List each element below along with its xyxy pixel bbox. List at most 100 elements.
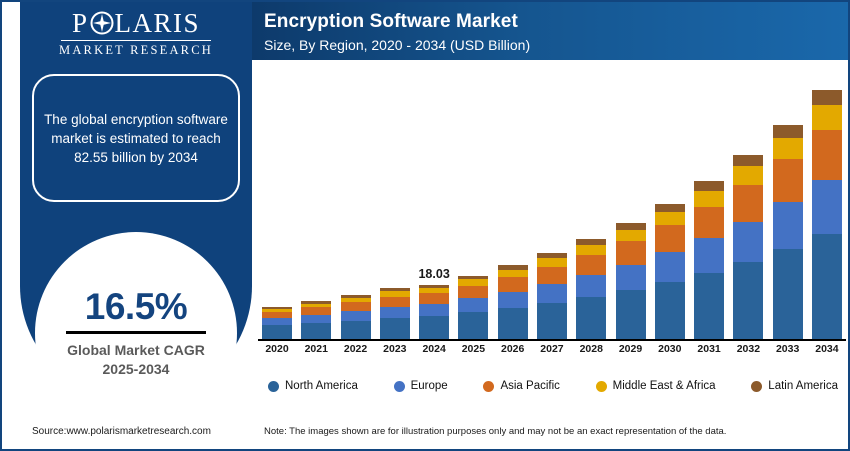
stacked-bar <box>458 275 489 339</box>
bar-column <box>576 82 607 339</box>
legend-color-swatch-icon <box>268 380 279 392</box>
stacked-bar <box>301 301 332 339</box>
stacked-bar <box>340 295 371 339</box>
stacked-bar <box>654 203 685 339</box>
bar-segment <box>733 166 764 185</box>
bar-segment <box>615 229 646 242</box>
bar-column <box>694 82 725 339</box>
bar-segment <box>654 225 685 253</box>
bar-segment <box>694 206 725 239</box>
bar-segment <box>458 298 489 313</box>
logo-tagline: MARKET RESEARCH <box>59 43 213 57</box>
bar-segment <box>419 316 450 339</box>
x-tick-label: 2024 <box>422 343 446 355</box>
bar-segment <box>576 239 607 246</box>
bar-segment <box>340 295 371 298</box>
bar-segment <box>497 291 528 308</box>
x-tick-label: 2023 <box>383 343 407 355</box>
legend-label: Asia Pacific <box>500 380 560 392</box>
bar-segment <box>262 311 292 319</box>
footer-source: Source:www.polarismarketresearch.com <box>32 425 211 437</box>
x-axis-tick-labels: 2020 2021 2022 2023 2024 2025 2026 2027 2028 2029… <box>262 343 842 355</box>
bar-segment <box>615 241 646 265</box>
bar-segment <box>301 301 332 304</box>
header-band: Encryption Software Market Size, By Regi… <box>252 2 848 60</box>
bar-segment <box>576 275 607 297</box>
bar-segment <box>497 269 528 278</box>
bar-segment <box>576 296 607 339</box>
stacked-bar <box>536 253 567 339</box>
compass-star-icon <box>90 11 114 35</box>
legend-item[interactable]: North America <box>268 380 358 392</box>
bar-column <box>811 82 842 339</box>
x-tick-label: 2030 <box>658 343 682 355</box>
bar-segment <box>497 277 528 292</box>
x-tick-label: 2028 <box>579 343 603 355</box>
stacked-bar <box>772 125 803 339</box>
bar-segment <box>379 291 410 297</box>
bar-segment <box>615 264 646 291</box>
x-tick-label: 2022 <box>343 343 368 355</box>
logo-text-p: P <box>71 8 89 38</box>
page-subtitle: Size, By Region, 2020 - 2034 (USD Billio… <box>264 37 531 53</box>
bar-segment <box>694 272 725 339</box>
legend-label: North America <box>285 380 358 392</box>
bar-segment <box>772 159 803 203</box>
stacked-bar <box>733 155 764 339</box>
bar-segment <box>458 312 489 339</box>
bar-segment <box>262 325 292 339</box>
legend-label: Europe <box>410 380 448 392</box>
bar-segment <box>654 203 685 212</box>
legend-label: Middle East & Africa <box>612 380 716 392</box>
bar-segment <box>772 249 803 339</box>
bar-segment <box>419 293 450 305</box>
bar-segment <box>694 238 725 273</box>
bar-segment <box>419 304 450 317</box>
bar-segment <box>379 296 410 307</box>
legend-color-swatch-icon <box>393 380 405 392</box>
x-tick-label: 2026 <box>501 343 525 355</box>
x-tick-label: 2020 <box>265 343 289 355</box>
legend-item[interactable]: Europe <box>393 380 448 392</box>
chart-legend: North America Europe Asia Pacific Middle Ea… <box>268 380 838 392</box>
legend-item[interactable]: Asia Pacific <box>483 380 560 392</box>
bar-segment <box>301 307 332 315</box>
stacked-bar <box>615 222 646 339</box>
bar-segment <box>536 266 567 285</box>
bar-segment <box>536 253 567 259</box>
callout-text: The global encryption software market is… <box>44 111 228 165</box>
bar-column <box>301 82 332 339</box>
legend-item[interactable]: Latin America <box>751 380 838 392</box>
bar-segment <box>576 255 607 276</box>
bar-segment <box>811 105 842 130</box>
x-tick-label: 2034 <box>815 343 839 355</box>
stacked-bar <box>576 239 607 339</box>
bar-segment <box>340 320 371 339</box>
logo-text-laris: LARIS <box>114 8 201 38</box>
bar-segment <box>301 323 332 339</box>
bar-column <box>340 82 371 339</box>
brand-logo: P LARIS MARKET RESEARCH <box>20 8 252 58</box>
legend-color-swatch-icon <box>595 380 607 392</box>
bar-segment <box>772 138 803 160</box>
stacked-bar <box>379 288 410 339</box>
bar-series-group: 18.03 <box>262 82 842 339</box>
bar-segment <box>536 284 567 303</box>
bar-segment <box>419 284 450 288</box>
bar-column: 18.03 <box>418 82 450 339</box>
bar-segment <box>458 275 489 280</box>
bar-segment <box>301 303 332 308</box>
legend-color-swatch-icon <box>751 380 763 392</box>
bar-segment <box>301 314 332 324</box>
bar-segment <box>262 306 292 309</box>
bar-segment <box>811 129 842 180</box>
bar-column <box>497 82 528 339</box>
bar-segment <box>654 282 685 339</box>
bar-column <box>654 82 685 339</box>
bar-segment <box>340 298 371 303</box>
x-axis-line <box>258 339 846 341</box>
bar-column <box>772 82 803 339</box>
legend-item[interactable]: Middle East & Africa <box>595 380 716 392</box>
bar-segment <box>379 288 410 292</box>
